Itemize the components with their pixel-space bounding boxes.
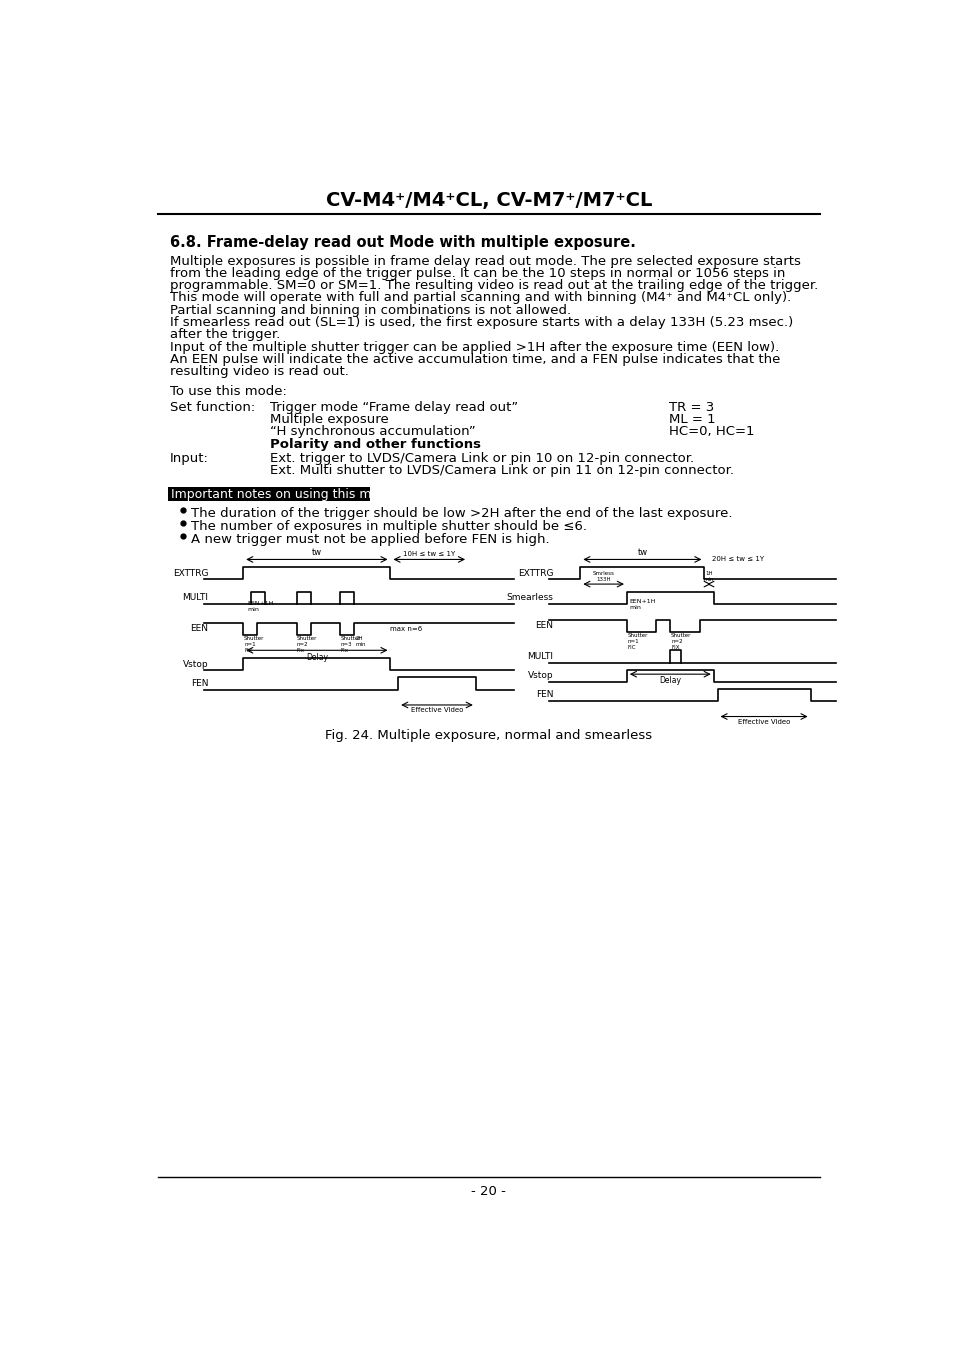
Text: 2H
min: 2H min (355, 636, 366, 647)
Text: MULTI: MULTI (527, 653, 553, 661)
Text: “H synchronous accumulation”: “H synchronous accumulation” (270, 426, 476, 439)
Text: MULTI: MULTI (182, 593, 208, 603)
Text: The number of exposures in multiple shutter should be ≤6.: The number of exposures in multiple shut… (191, 520, 586, 534)
Text: Ext. Multi shutter to LVDS/Camera Link or pin 11 on 12-pin connector.: Ext. Multi shutter to LVDS/Camera Link o… (270, 463, 734, 477)
Text: A new trigger must not be applied before FEN is high.: A new trigger must not be applied before… (191, 534, 549, 546)
Text: Vstop: Vstop (183, 659, 208, 669)
Text: Smearless: Smearless (506, 593, 553, 603)
Text: resulting video is read out.: resulting video is read out. (170, 365, 348, 378)
Text: programmable. SM=0 or SM=1. The resulting video is read out at the trailing edge: programmable. SM=0 or SM=1. The resultin… (170, 280, 817, 292)
Text: Input of the multiple shutter trigger can be applied >1H after the exposure time: Input of the multiple shutter trigger ca… (170, 340, 778, 354)
Text: To use this mode:: To use this mode: (170, 385, 286, 399)
Text: EEN: EEN (191, 624, 208, 634)
Text: Effective Video: Effective Video (411, 708, 463, 713)
Text: Multiple exposure: Multiple exposure (270, 413, 389, 426)
Text: Shutter
n=2
FIx: Shutter n=2 FIx (296, 636, 316, 653)
Bar (168, 488, 369, 501)
Text: EXTTRG: EXTTRG (517, 569, 553, 578)
Text: Multiple exposures is possible in frame delay read out mode. The pre selected ex: Multiple exposures is possible in frame … (170, 254, 800, 267)
Text: from the leading edge of the trigger pulse. It can be the 10 steps in normal or : from the leading edge of the trigger pul… (170, 267, 784, 280)
Text: EEN+1H
min: EEN+1H min (247, 601, 274, 612)
Text: FEN: FEN (191, 680, 208, 688)
Text: Set function:: Set function: (170, 401, 254, 413)
Text: 20H ≤ tw ≤ 1Y: 20H ≤ tw ≤ 1Y (711, 557, 763, 562)
Text: Shutter
n=1
FIC: Shutter n=1 FIC (627, 634, 647, 650)
Text: ML = 1: ML = 1 (669, 413, 716, 426)
Text: EXTTRG: EXTTRG (172, 569, 208, 578)
Text: tw: tw (312, 549, 321, 557)
Text: 6.8. Frame-delay read out Mode with multiple exposure.: 6.8. Frame-delay read out Mode with mult… (170, 235, 635, 250)
Text: Trigger mode “Frame delay read out”: Trigger mode “Frame delay read out” (270, 401, 518, 413)
Text: 10H ≤ tw ≤ 1Y: 10H ≤ tw ≤ 1Y (403, 551, 455, 557)
Text: Smrless
133H: Smrless 133H (592, 571, 614, 582)
Text: Effective Video: Effective Video (737, 719, 789, 725)
Text: Important notes on using this mode.: Important notes on using this mode. (171, 488, 398, 501)
Text: Ext. trigger to LVDS/Camera Link or pin 10 on 12-pin connector.: Ext. trigger to LVDS/Camera Link or pin … (270, 451, 694, 465)
Text: Fig. 24. Multiple exposure, normal and smearless: Fig. 24. Multiple exposure, normal and s… (325, 728, 652, 742)
Text: If smearless read out (SL=1) is used, the first exposure starts with a delay 133: If smearless read out (SL=1) is used, th… (170, 316, 792, 330)
Text: This mode will operate with full and partial scanning and with binning (M4⁺ and : This mode will operate with full and par… (170, 292, 790, 304)
Text: Shutter
n=2
FIX: Shutter n=2 FIX (670, 634, 691, 650)
Text: CV-M4⁺/M4⁺CL, CV-M7⁺/M7⁺CL: CV-M4⁺/M4⁺CL, CV-M7⁺/M7⁺CL (325, 192, 652, 211)
Text: max n=6: max n=6 (390, 626, 422, 632)
Text: - 20 -: - 20 - (471, 1185, 506, 1198)
Text: FEN: FEN (536, 690, 553, 700)
Text: An EEN pulse will indicate the active accumulation time, and a FEN pulse indicat: An EEN pulse will indicate the active ac… (170, 353, 780, 366)
Text: Input:: Input: (170, 451, 209, 465)
Text: tw: tw (637, 549, 647, 557)
Text: HC=0, HC=1: HC=0, HC=1 (669, 426, 754, 439)
Text: The duration of the trigger should be low >2H after the end of the last exposure: The duration of the trigger should be lo… (191, 507, 731, 520)
Text: TR = 3: TR = 3 (669, 401, 714, 413)
Text: Partial scanning and binning in combinations is not allowed.: Partial scanning and binning in combinat… (170, 304, 570, 316)
Text: EEN+1H
min: EEN+1H min (629, 600, 655, 611)
Text: Polarity and other functions: Polarity and other functions (270, 438, 481, 451)
Text: Delay: Delay (306, 653, 328, 662)
Text: Shutter
n=3
FIx: Shutter n=3 FIx (340, 636, 361, 653)
Text: Vstop: Vstop (527, 671, 553, 680)
Text: Shutter
n=1
FIx: Shutter n=1 FIx (244, 636, 264, 653)
Text: 1H
min: 1H min (703, 571, 714, 582)
Text: EEN: EEN (535, 621, 553, 630)
Text: after the trigger.: after the trigger. (170, 328, 279, 342)
Text: Delay: Delay (659, 677, 680, 685)
